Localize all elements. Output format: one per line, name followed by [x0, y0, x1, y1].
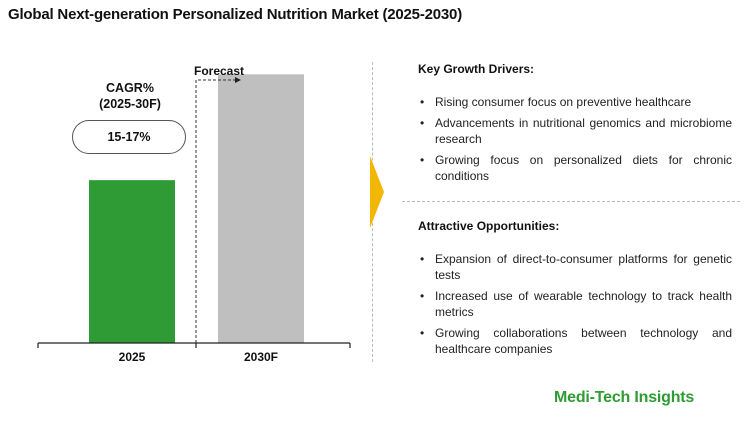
x-tick-label-2030f: 2030F — [243, 350, 279, 364]
bar-2030f — [218, 74, 304, 344]
drivers-heading: Key Growth Drivers: — [418, 62, 535, 76]
list-item: Growing focus on personalized diets for … — [418, 152, 732, 184]
forecast-label: Forecast — [194, 64, 245, 78]
section-divider — [402, 201, 740, 202]
attractive-opportunities-panel: Attractive Opportunities: Expansion of d… — [418, 219, 732, 362]
list-item: Expansion of direct-to-consumer platform… — [418, 251, 732, 283]
bar-2025 — [89, 180, 175, 343]
key-growth-drivers-panel: Key Growth Drivers: Rising consumer focu… — [418, 62, 732, 189]
cagr-value-badge: 15-17% — [72, 120, 186, 154]
opportunities-list: Expansion of direct-to-consumer platform… — [418, 251, 732, 357]
forecast-divider — [195, 77, 241, 343]
list-item: Growing collaborations between technolog… — [418, 325, 732, 357]
brand-logo-text: Medi-Tech Insights — [554, 389, 695, 406]
market-bar-chart — [37, 74, 351, 348]
list-item: Increased use of wearable technology to … — [418, 288, 732, 320]
list-item: Advancements in nutritional genomics and… — [418, 115, 732, 147]
x-tick-label-2025: 2025 — [118, 350, 146, 364]
page-title: Global Next-generation Personalized Nutr… — [8, 6, 462, 23]
drivers-list: Rising consumer focus on preventive heal… — [418, 94, 732, 184]
list-item: Rising consumer focus on preventive heal… — [418, 94, 732, 110]
cagr-label-line1: CAGR% — [106, 81, 154, 95]
opportunities-heading: Attractive Opportunities: — [418, 219, 560, 233]
cagr-label-line2: (2025-30F) — [99, 97, 161, 111]
chevron-right-icon — [370, 156, 384, 228]
cagr-label: CAGR% (2025-30F) — [70, 80, 190, 112]
